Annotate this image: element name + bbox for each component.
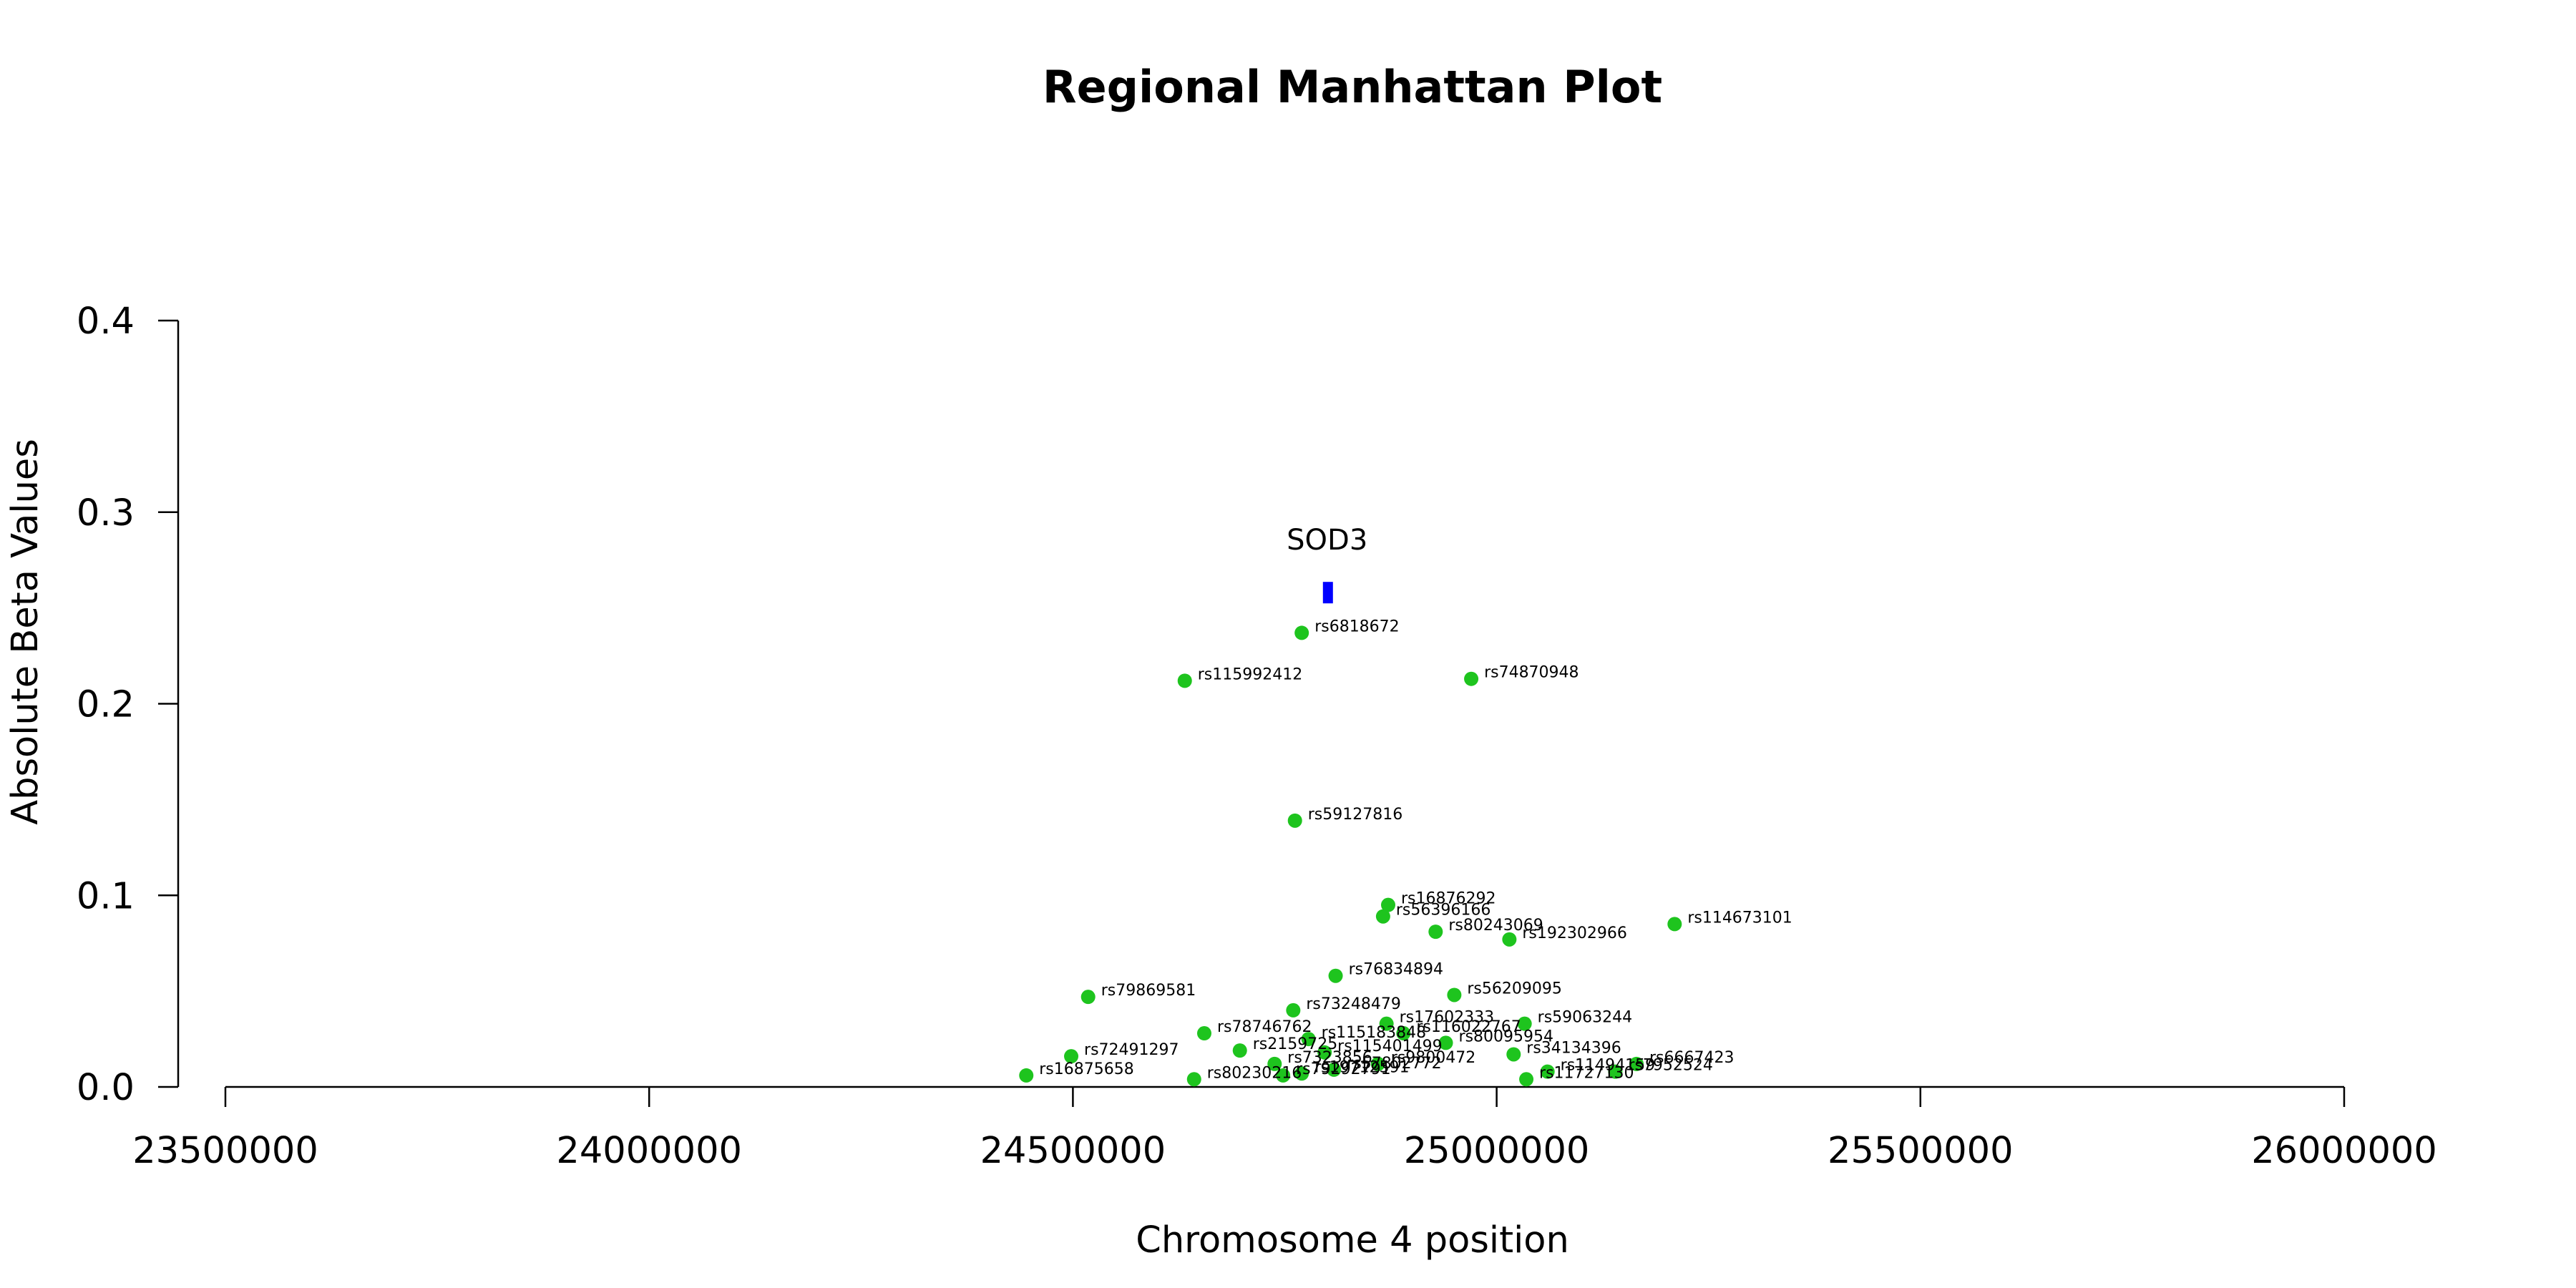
snp-point [1379,1016,1394,1031]
y-tick-label: 0.3 [77,492,135,535]
y-tick-label: 0.1 [77,875,135,917]
snp-label: rs6818672 [1314,618,1400,635]
snp-label: rs59063244 [1538,1009,1632,1027]
snp-point [1370,1056,1385,1071]
snp-point [1196,1026,1211,1041]
snp-label: rs80095954 [1459,1028,1553,1045]
gene-track: SOD3 [1287,524,1367,604]
gene-sod3-marker [1322,582,1333,604]
snp-point [1301,1032,1316,1047]
snp-label: rs19712591 [1314,1058,1409,1076]
snp-point [1186,1072,1201,1087]
snp-label: rs80243069 [1448,917,1543,935]
snp-point [1519,1072,1534,1087]
snp-label: rs57802772 [1347,1055,1441,1073]
y-axis-label: Absolute Beta Values [4,439,47,825]
snp-point [1064,1049,1079,1064]
snp-point [1464,671,1479,686]
x-tick-label: 25500000 [1828,1130,2014,1172]
snp-point [1540,1064,1555,1079]
point-labels: rs6818672 rs115992412 rs74870948 rs59127816… [1039,618,1792,1082]
snp-point [1608,1064,1623,1079]
snp-label: rs7323856 [1287,1049,1372,1067]
gene-label: SOD3 [1287,524,1367,557]
snp-point [1375,909,1390,924]
snp-label: rs80230216 [1207,1064,1302,1082]
snp-label: rs115992412 [1198,665,1302,683]
snp-label: rs115401499 [1337,1038,1442,1055]
snp-label: rs79869581 [1101,982,1196,1000]
snp-label: rs9800472 [1391,1049,1476,1067]
snp-point [1019,1068,1034,1083]
snp-point [1667,917,1682,932]
snp-label: rs78746762 [1217,1018,1312,1036]
snp-label: rs2159725 [1253,1035,1338,1053]
x-tick-label: 26000000 [2251,1130,2437,1172]
snp-point [1080,990,1096,1005]
snp-label: rs72491297 [1084,1041,1179,1059]
snp-label: rs79292791 [1296,1060,1390,1078]
snp-point [1506,1047,1521,1062]
snp-label: rs34134396 [1526,1039,1621,1057]
x-tick-label: 25000000 [1404,1130,1590,1172]
snp-point [1294,1066,1309,1081]
x-tick-label: 23500000 [132,1130,318,1172]
snp-point [1317,1045,1332,1060]
snp-point [1232,1043,1247,1058]
snp-label: rs76834894 [1349,961,1443,979]
snp-label: rs6667423 [1649,1049,1735,1067]
snp-label: rs114673101 [1687,909,1792,927]
snp-label: rs11494159 [1561,1057,1655,1075]
snp-point [1327,1062,1342,1077]
snp-label: rs56209095 [1467,980,1561,997]
snp-point [1177,673,1192,688]
snp-label: rs7952524 [1628,1057,1713,1075]
y-tick-label: 0.2 [77,684,135,726]
snp-point [1328,968,1343,983]
chart-title: Regional Manhattan Plot [1043,61,1662,113]
snp-label: rs11727130 [1539,1064,1634,1082]
snp-label: rs17602333 [1400,1009,1494,1027]
snp-point [1286,1002,1301,1018]
snp-point [1380,897,1395,912]
snp-point [1502,932,1517,947]
snp-point [1276,1068,1291,1083]
x-axis-label: Chromosome 4 position [1136,1219,1569,1262]
snp-point [1438,1035,1453,1050]
snp-label: rs116022767 [1416,1018,1521,1036]
snp-point [1428,924,1443,940]
snp-point [1517,1016,1532,1031]
snp-label: rs115183848 [1322,1024,1426,1042]
snp-point [1629,1056,1644,1071]
snp-point [1287,813,1302,828]
snp-label: rs192302966 [1522,924,1626,942]
x-tick-label: 24000000 [556,1130,742,1172]
snp-point [1294,625,1309,640]
snp-label: rs56396166 [1396,902,1491,919]
snp-label: rs16876292 [1401,890,1496,908]
snp-label: rs16875658 [1039,1060,1133,1078]
y-tick-label: 0.0 [77,1067,135,1109]
snp-point [1447,987,1462,1002]
snp-point [1267,1056,1282,1071]
snp-point [1396,1026,1411,1041]
y-axis: 0.0 0.1 0.2 0.3 0.4 [77,301,180,1109]
data-points [1019,625,1682,1087]
x-axis: 23500000 24000000 24500000 25000000 25500000… [132,1085,2437,1172]
snp-label: rs73248479 [1306,995,1400,1013]
snp-label: rs59127816 [1308,806,1402,824]
x-tick-label: 24500000 [980,1130,1166,1172]
snp-label: rs74870948 [1484,664,1579,682]
y-tick-label: 0.4 [77,301,135,343]
